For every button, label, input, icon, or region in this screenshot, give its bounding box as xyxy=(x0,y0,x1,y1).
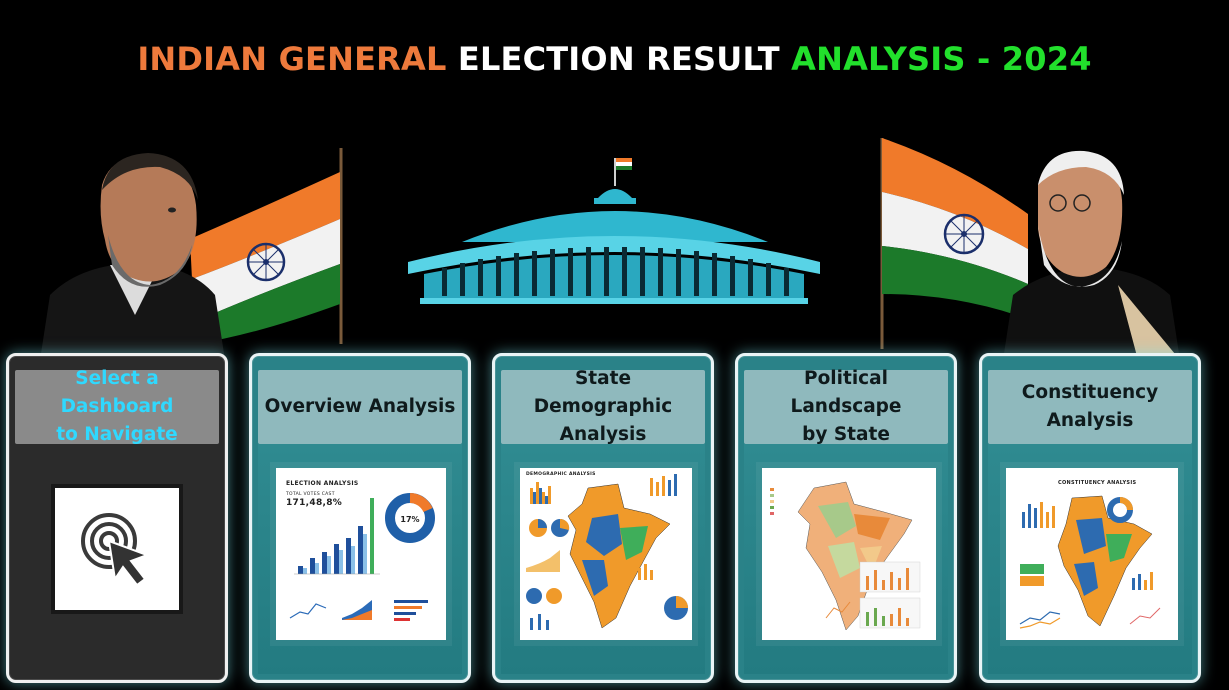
overview-dashboard-thumbnail[interactable]: ELECTION ANALYSIS TOTAL VOTES CAST 171,4… xyxy=(276,468,446,640)
state-demographic-label-line2: Analysis xyxy=(559,424,647,445)
person-left xyxy=(40,153,225,360)
political-landscape-heading: Political Landscape by State xyxy=(744,368,948,445)
overview-analysis-card[interactable]: Overview Analysis ELECTION ANALYSIS TOTA… xyxy=(249,353,471,683)
page-title: INDIAN GENERAL ELECTION RESULT ANALYSIS … xyxy=(0,40,1229,78)
political-landscape-label-line2: by State xyxy=(802,424,890,445)
person-right xyxy=(1003,150,1180,360)
political-landscape-card[interactable]: Political Landscape by State xyxy=(735,353,957,683)
title-part-1: INDIAN GENERAL xyxy=(137,40,447,78)
dashboard-selector-card: Select a Dashboard to Navigate xyxy=(6,353,228,683)
thumb-kpi-label: TOTAL VOTES CAST xyxy=(286,492,335,497)
hero-scene xyxy=(0,120,1229,360)
indian-flag-icon xyxy=(880,138,1028,349)
constituency-analysis-card[interactable]: Constituency Analysis CONSTITUENCY ANALY… xyxy=(979,353,1201,683)
thumb-title: CONSTITUENCY ANALYSIS xyxy=(1058,480,1137,486)
thumb-kpi-value: 171,48,8% xyxy=(286,498,343,508)
overview-analysis-label: Overview Analysis xyxy=(264,396,456,417)
political-landscape-dashboard-thumbnail[interactable] xyxy=(762,468,936,640)
constituency-label-line2: Analysis xyxy=(1046,410,1134,431)
pointer-click-icon xyxy=(51,484,183,614)
state-demographic-heading: State Demographic Analysis xyxy=(501,368,705,445)
thumb-donut-value: 17% xyxy=(400,515,419,524)
overview-analysis-heading: Overview Analysis xyxy=(258,370,462,444)
constituency-dashboard-thumbnail[interactable]: CONSTITUENCY ANALYSIS xyxy=(1006,468,1178,640)
selector-heading: Select a Dashboard to Navigate xyxy=(15,368,219,445)
state-demographic-dashboard-thumbnail[interactable]: DEMOGRAPHIC ANALYSIS xyxy=(520,468,692,640)
political-landscape-label-line1: Political Landscape xyxy=(790,368,902,417)
state-demographic-label-line1: State Demographic xyxy=(533,368,673,417)
constituency-analysis-heading: Constituency Analysis xyxy=(988,370,1192,444)
parliament-building-icon xyxy=(408,158,820,304)
selector-heading-line2: to Navigate xyxy=(56,424,178,445)
thumb-title: ELECTION ANALYSIS xyxy=(286,480,359,487)
selector-heading-line1: Select a Dashboard xyxy=(60,368,174,417)
title-part-2: ELECTION RESULT xyxy=(457,40,780,78)
constituency-label-line1: Constituency xyxy=(1021,382,1159,403)
indian-flag-icon xyxy=(190,148,343,344)
thumb-title: DEMOGRAPHIC ANALYSIS xyxy=(526,472,596,477)
state-demographic-analysis-card[interactable]: State Demographic Analysis DEMOGRAPHIC A… xyxy=(492,353,714,683)
title-part-3: ANALYSIS - 2024 xyxy=(791,40,1092,78)
